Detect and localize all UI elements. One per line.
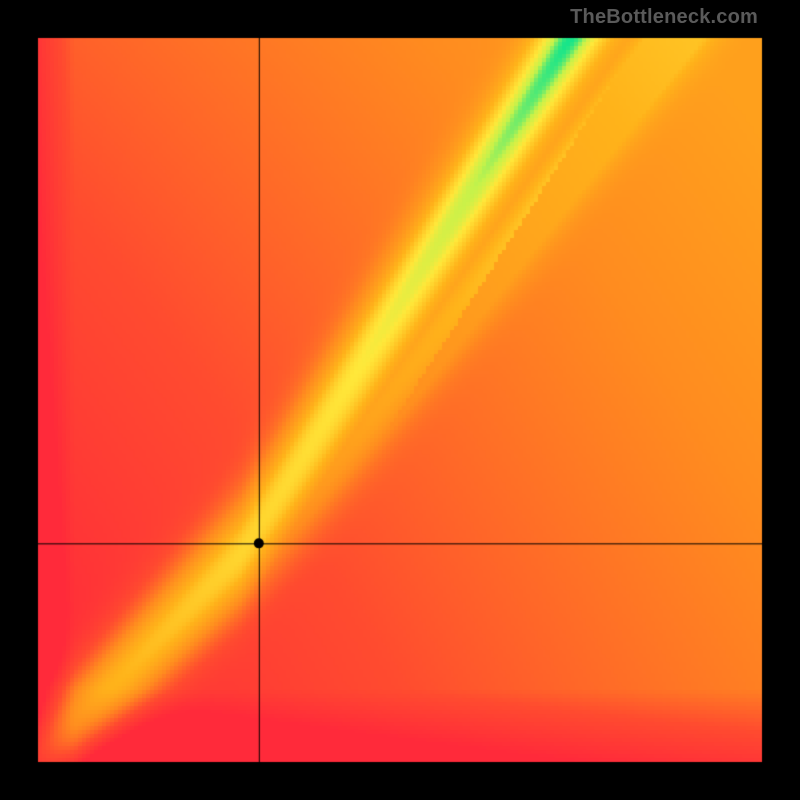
bottleneck-heatmap bbox=[0, 0, 800, 800]
watermark-text: TheBottleneck.com bbox=[570, 6, 758, 29]
chart-container: TheBottleneck.com bbox=[0, 0, 800, 800]
